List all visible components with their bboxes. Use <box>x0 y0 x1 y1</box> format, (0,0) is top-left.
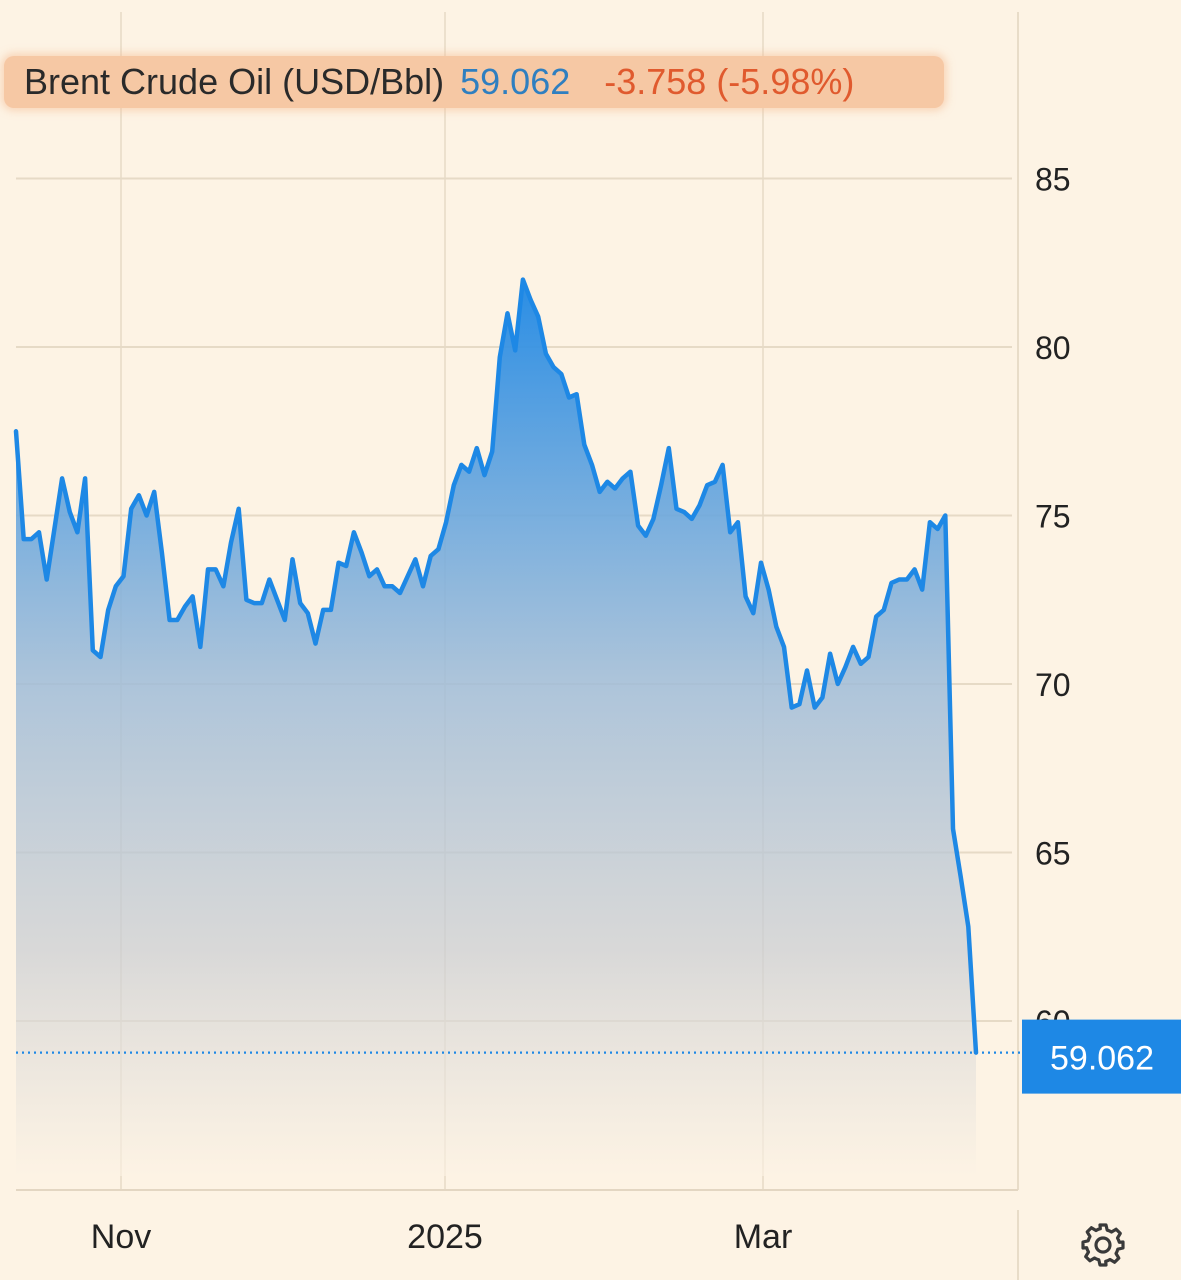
last-price-badge <box>1022 1019 1181 1094</box>
area-fill <box>13 277 979 1177</box>
last-price-marker: 59.062 <box>16 1019 1181 1094</box>
y-tick-label: 80 <box>1035 330 1071 366</box>
instrument-title: Brent Crude Oil (USD/Bbl) <box>24 61 445 102</box>
y-tick-label: 85 <box>1035 162 1071 198</box>
gear-icon[interactable] <box>1080 1222 1126 1268</box>
current-price: 59.062 <box>460 61 571 102</box>
y-tick-label: 75 <box>1035 499 1071 535</box>
y-tick-label: 70 <box>1035 667 1071 703</box>
chart-header: Brent Crude Oil (USD/Bbl) 59.062 -3.758 … <box>4 56 944 108</box>
y-tick-label: 65 <box>1035 836 1071 872</box>
series-line <box>13 277 979 1055</box>
x-tick-label: Mar <box>734 1218 793 1256</box>
price-change: -3.758 (-5.98%) <box>604 61 855 102</box>
x-tick-label: Nov <box>91 1218 151 1256</box>
axes: 606570758085Nov2025Mar <box>91 162 1071 1257</box>
last-price-label: 59.062 <box>1050 1040 1154 1078</box>
series-area <box>16 279 976 1177</box>
x-tick-label: 2025 <box>407 1218 483 1256</box>
